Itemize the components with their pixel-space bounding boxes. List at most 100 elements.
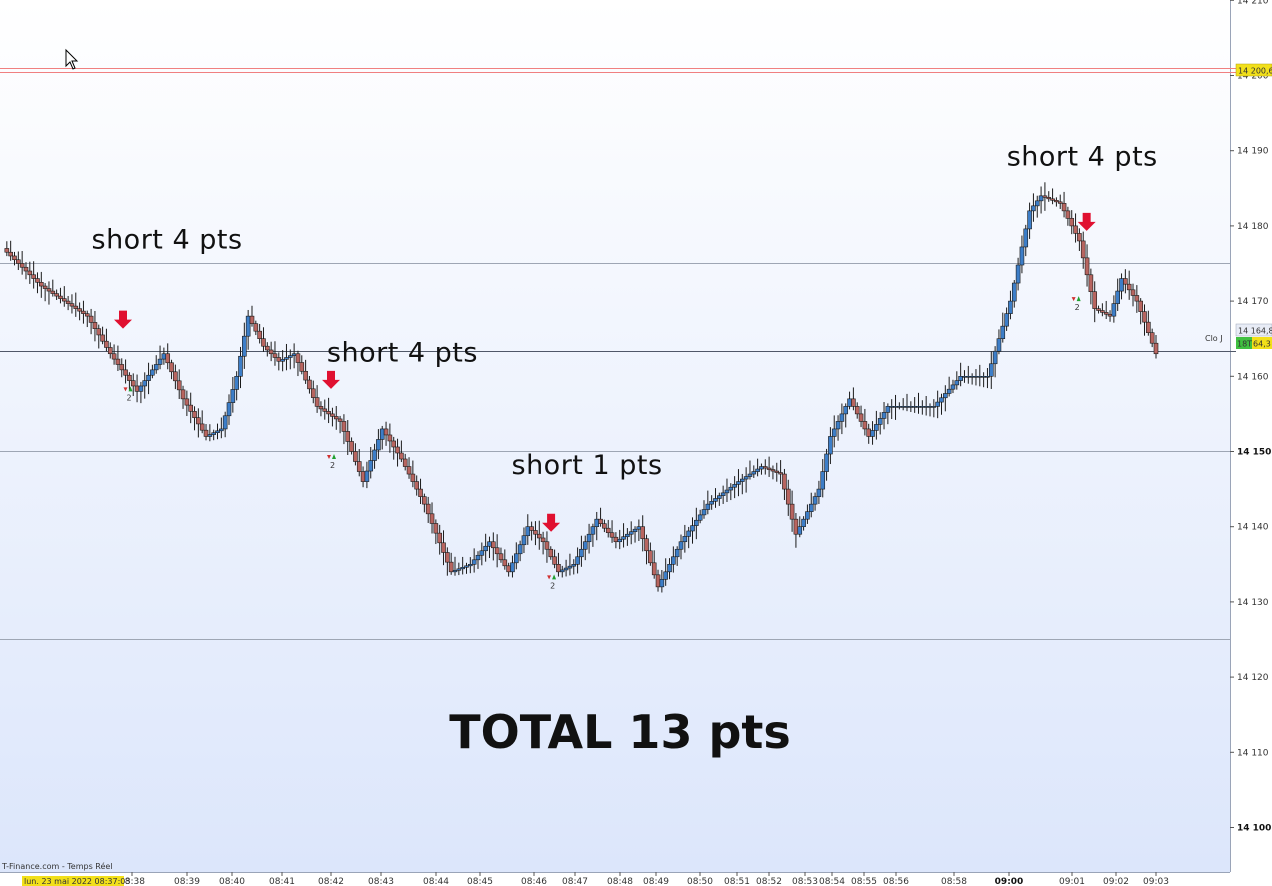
price-axis-panel[interactable] xyxy=(1230,0,1272,886)
price-tag-mid-lower-value: 64,3 xyxy=(1253,340,1271,349)
candle-body xyxy=(770,469,776,472)
candle-body xyxy=(678,541,684,550)
x-tick-label: 08:41 xyxy=(269,877,295,886)
candle-body xyxy=(816,488,822,497)
candle-body xyxy=(437,532,442,544)
candle-body xyxy=(1015,264,1021,284)
candle-body xyxy=(445,552,450,563)
candle-body xyxy=(188,404,193,412)
candle-body xyxy=(61,298,67,302)
candle-body xyxy=(1107,313,1113,317)
candle-body xyxy=(908,406,914,408)
candle-body xyxy=(927,406,933,408)
candle-body xyxy=(621,536,626,540)
candle-body xyxy=(345,431,351,442)
candle-body xyxy=(1088,274,1094,292)
fill-count-label: 2 xyxy=(330,461,335,470)
candle-body xyxy=(8,251,13,257)
candle-body xyxy=(234,375,239,390)
candle-body xyxy=(717,495,722,499)
y-tick-label: 14 120 xyxy=(1237,673,1269,683)
candle-body xyxy=(39,281,44,287)
y-tick-label: 14 150 xyxy=(1237,448,1271,458)
candle-body xyxy=(69,303,75,307)
candle-body xyxy=(797,526,803,535)
candle-body xyxy=(207,434,213,437)
candle-body xyxy=(242,335,247,357)
candle-body xyxy=(464,565,469,568)
candle-body xyxy=(870,430,875,437)
candle-body xyxy=(111,353,117,360)
candle-body xyxy=(127,374,132,381)
candle-body xyxy=(671,556,676,565)
candle-body xyxy=(376,439,381,451)
candle-body xyxy=(510,562,515,573)
x-tick-label: 08:42 xyxy=(318,877,344,886)
candle-body xyxy=(743,476,749,480)
candle-body xyxy=(632,528,638,533)
candle-body xyxy=(1130,289,1136,296)
y-tick-label: 14 170 xyxy=(1237,297,1269,307)
candle-body xyxy=(291,353,297,356)
candle-body xyxy=(625,533,630,538)
candle-body xyxy=(502,559,508,567)
candle-body xyxy=(203,429,209,437)
y-tick-label: 14 110 xyxy=(1237,748,1269,758)
candle-body xyxy=(77,308,82,312)
candle-body xyxy=(923,406,929,408)
candle-body xyxy=(533,530,538,535)
candle-body xyxy=(130,380,136,387)
candle-body xyxy=(173,371,178,382)
x-tick-label: 08:43 xyxy=(368,877,394,886)
x-tick-label: 08:39 xyxy=(174,877,200,886)
x-tick-label: 08:50 xyxy=(687,877,713,886)
candle-body xyxy=(414,481,420,490)
mouse-pointer-icon xyxy=(65,48,79,70)
candle-body xyxy=(521,535,527,546)
candle-body xyxy=(1126,283,1132,291)
x-tick-label: 09:01 xyxy=(1059,877,1085,886)
candle-body xyxy=(410,473,416,482)
candle-body xyxy=(1077,233,1082,242)
fill-down-icon xyxy=(1071,297,1076,302)
price-tag-mid-lower: 18T 64,3 xyxy=(1236,337,1272,349)
y-tick-label: 14 180 xyxy=(1237,222,1269,232)
time-axis-panel[interactable] xyxy=(0,872,1230,886)
fill-down-icon xyxy=(123,387,128,392)
candle-body xyxy=(747,473,753,477)
candle-body xyxy=(824,453,829,472)
candle-body xyxy=(893,406,898,408)
x-tick-label: 08:47 xyxy=(562,877,588,886)
candle-body xyxy=(559,569,565,573)
candle-body xyxy=(617,538,623,543)
candle-body xyxy=(452,570,458,573)
x-tick-label: 08:45 xyxy=(467,877,493,886)
candle-body xyxy=(265,345,270,351)
x-tick-label: 08:46 xyxy=(521,877,547,886)
candle-body xyxy=(920,406,925,408)
candle-body xyxy=(556,563,561,573)
fill-up-icon xyxy=(332,454,336,460)
candle-body xyxy=(54,293,59,297)
candle-body xyxy=(1023,228,1029,248)
candle-body xyxy=(456,568,462,571)
short-arrow-icon xyxy=(114,310,132,329)
candle-body xyxy=(969,375,975,378)
candle-body xyxy=(686,530,691,537)
candle-body xyxy=(636,526,642,530)
candle-body xyxy=(395,446,400,454)
candle-body xyxy=(962,375,967,378)
candle-body xyxy=(42,285,48,289)
candle-body xyxy=(506,565,511,573)
horizontal-lines xyxy=(0,67,1236,640)
candle-body xyxy=(161,353,167,360)
candle-body xyxy=(835,421,841,430)
candle-body xyxy=(429,513,435,524)
candle-body xyxy=(368,460,374,472)
candle-body xyxy=(885,406,891,413)
trade-annotation: short 4 pts xyxy=(1007,142,1158,173)
candle-body xyxy=(724,489,730,494)
x-tick-label: 08:53 xyxy=(792,877,818,886)
fill-count-label: 2 xyxy=(550,581,555,590)
